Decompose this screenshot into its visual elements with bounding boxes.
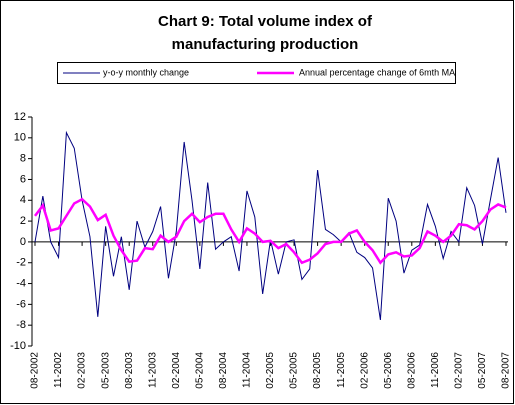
x-tick-label: 02-2005: [265, 352, 276, 389]
x-tick-label: 08-2004: [218, 352, 229, 389]
x-tick-label: 08-2007: [501, 352, 512, 389]
x-tick-label: 11-2004: [242, 352, 253, 388]
chart-title: Chart 9: Total volume index of: [158, 13, 373, 30]
x-tick-label: 02-2004: [171, 352, 182, 389]
series-line: [34, 197, 507, 265]
x-tick-label: 02-2003: [77, 352, 88, 389]
x-tick-label: 11-2003: [147, 352, 158, 388]
x-tick-label: 08-2006: [406, 352, 417, 389]
x-tick-label: 11-2002: [53, 352, 64, 388]
legend-box: [57, 62, 456, 84]
y-tick-label: 0: [20, 236, 26, 248]
legend-label: y-o-y monthly change: [103, 67, 189, 77]
x-tick-label: 08-2002: [30, 352, 41, 389]
x-tick-label: 02-2006: [359, 352, 370, 389]
y-tick-label: 8: [20, 153, 26, 165]
x-tick-label: 11-2005: [336, 352, 347, 388]
x-tick-label: 08-2003: [124, 352, 135, 389]
chart-title: manufacturing production: [172, 36, 359, 53]
y-tick-label: 2: [20, 215, 26, 227]
x-tick-label: 05-2004: [194, 352, 205, 389]
y-tick-label: -4: [16, 277, 26, 289]
y-tick-label: 6: [20, 173, 26, 185]
y-tick-label: -8: [16, 319, 26, 331]
x-tick-label: 05-2006: [383, 352, 394, 389]
y-tick-label: -6: [16, 298, 26, 310]
x-tick-label: 02-2007: [454, 352, 465, 389]
x-tick-label: 05-2005: [289, 352, 300, 389]
x-tick-label: 05-2003: [100, 352, 111, 389]
y-tick-label: 12: [14, 111, 26, 123]
y-tick-label: -10: [10, 340, 26, 352]
x-tick-label: 05-2007: [477, 352, 488, 389]
x-tick-label: 08-2005: [312, 352, 323, 389]
y-tick-label: -2: [16, 257, 26, 269]
y-tick-label: 4: [20, 194, 26, 206]
legend-label: Annual percentage change of 6mth MA: [299, 67, 455, 77]
y-tick-label: 10: [14, 132, 26, 144]
x-tick-label: 11-2006: [430, 352, 441, 388]
